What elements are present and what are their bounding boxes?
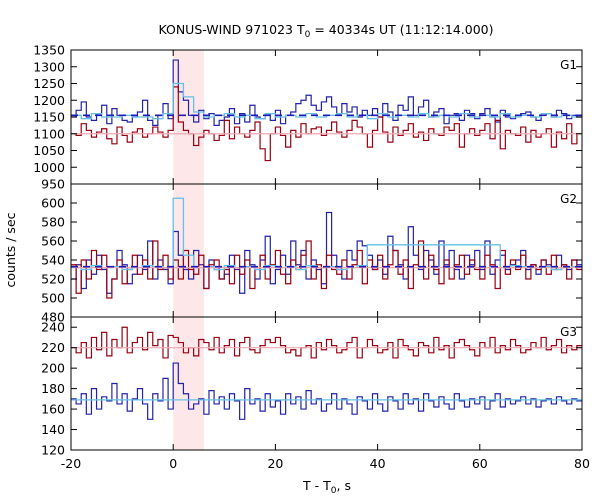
xlabel-rest: , s bbox=[337, 478, 351, 493]
x-tick-label: 20 bbox=[267, 456, 283, 471]
y-tick-label: 600 bbox=[41, 196, 65, 211]
y-tick-label: 1000 bbox=[33, 160, 65, 175]
y-tick-label: 950 bbox=[41, 177, 65, 192]
x-tick-label: 0 bbox=[169, 456, 177, 471]
y-tick-label: 200 bbox=[41, 361, 65, 376]
series-group bbox=[71, 326, 582, 420]
y-tick-label: 520 bbox=[41, 272, 65, 287]
xlabel-sub: 0 bbox=[331, 486, 337, 496]
y-tick-label: 180 bbox=[41, 381, 65, 396]
y-tick-label: 1300 bbox=[33, 59, 65, 74]
y-tick-label: 1350 bbox=[33, 43, 65, 58]
chart-title: KONUS-WIND 971023 T0 = 40334s UT (11:12:… bbox=[158, 22, 493, 40]
y-tick-label: 160 bbox=[41, 402, 65, 417]
panel-label: G2 bbox=[560, 192, 577, 206]
panel-label: G1 bbox=[560, 58, 577, 72]
title-main: KONUS-WIND 971023 T bbox=[158, 22, 304, 37]
xlabel-main: T - T bbox=[302, 478, 331, 493]
y-tick-label: 560 bbox=[41, 234, 65, 249]
x-tick-label: 60 bbox=[472, 456, 488, 471]
series-light_blue-2 bbox=[71, 82, 582, 120]
x-axis-label: T - T0, s bbox=[302, 478, 351, 496]
y-tick-label: 580 bbox=[41, 215, 65, 230]
plots-area: 95010001050110011501200125013001350G1480… bbox=[33, 43, 590, 472]
y-tick-label: 1200 bbox=[33, 93, 65, 108]
y-tick-label: 480 bbox=[41, 310, 65, 325]
y-axis-label: counts / sec bbox=[3, 212, 18, 287]
y-tick-label: 120 bbox=[41, 443, 65, 458]
title-sub: 0 bbox=[305, 30, 311, 40]
series-red-1 bbox=[71, 86, 582, 162]
series-blue-0 bbox=[71, 211, 582, 294]
x-tick-label: -20 bbox=[61, 456, 81, 471]
series-group bbox=[71, 197, 582, 299]
y-tick-label: 1100 bbox=[33, 126, 65, 141]
series-blue-1 bbox=[71, 362, 582, 420]
panel-g2: 480 500 520 540 560 580 600 G2 bbox=[41, 183, 583, 325]
y-tick-label: 220 bbox=[41, 340, 65, 355]
y-tick-label: 1050 bbox=[33, 143, 65, 158]
panel-label: G3 bbox=[560, 325, 577, 339]
series-red-1 bbox=[71, 240, 582, 299]
y-tick-label: 1150 bbox=[33, 110, 65, 125]
y-tick-label: 140 bbox=[41, 422, 65, 437]
x-tick-label: 40 bbox=[370, 456, 386, 471]
y-tick-label: 1250 bbox=[33, 76, 65, 91]
x-tick-label: 80 bbox=[574, 456, 590, 471]
y-tick-label: 240 bbox=[41, 320, 65, 335]
series-group bbox=[71, 59, 582, 162]
series-red-0 bbox=[71, 326, 582, 359]
title-rest: = 40334s UT (11:12:14.000) bbox=[310, 22, 493, 37]
y-tick-label: 540 bbox=[41, 253, 65, 268]
panel-frame bbox=[70, 316, 583, 451]
panel-g3: 120 140 160 180 200 220 240 G3 bbox=[41, 316, 583, 458]
y-tick-label: 500 bbox=[41, 291, 65, 306]
